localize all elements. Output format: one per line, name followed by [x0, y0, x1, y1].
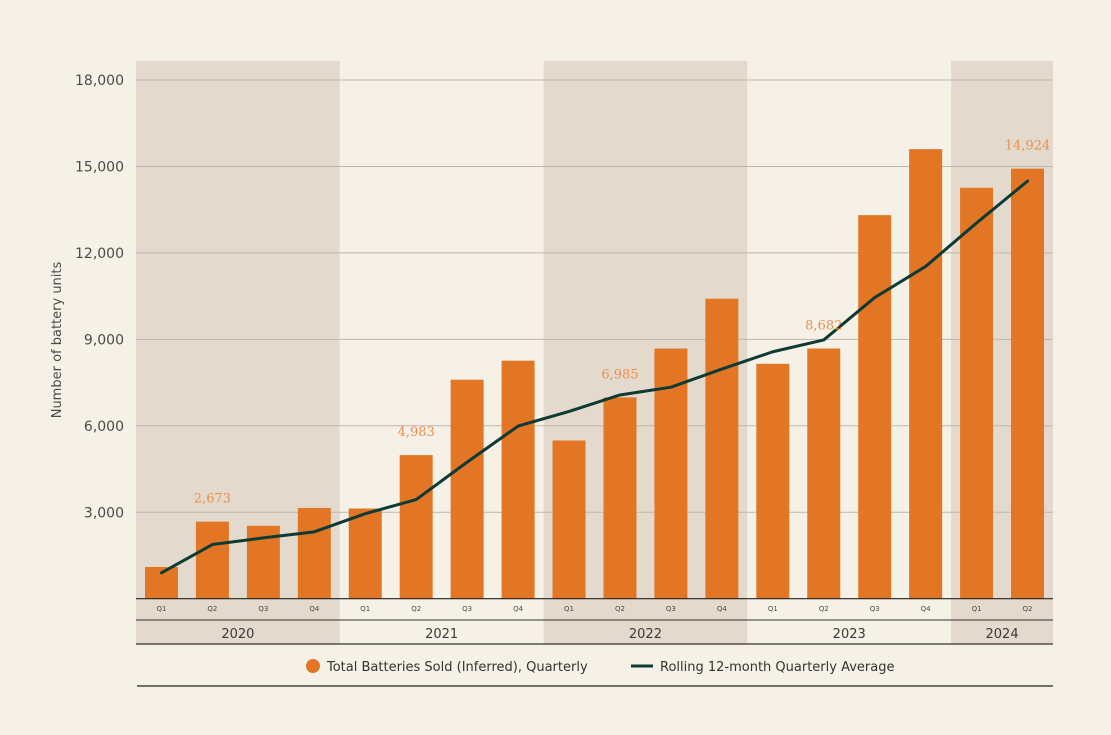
bar: [603, 397, 637, 599]
data-label: 8,682: [805, 319, 842, 334]
year-label: 2021: [425, 627, 458, 642]
x-tick-label: Q2: [207, 605, 217, 613]
y-tick-label: 3,000: [84, 505, 124, 521]
y-tick-label: 12,000: [75, 246, 124, 262]
line-series: [159, 179, 1030, 575]
x-tick-label: Q1: [564, 605, 574, 613]
y-tick-label: 6,000: [84, 419, 124, 435]
bar: [1011, 168, 1045, 599]
x-tick-label: Q4: [921, 605, 932, 613]
y-tick-label: 15,000: [75, 159, 124, 175]
data-label: 6,985: [601, 367, 638, 382]
year-label: 2023: [833, 627, 866, 642]
bar: [399, 455, 433, 599]
gridlines: [136, 79, 1053, 513]
x-tick-label: Q1: [360, 605, 370, 613]
bar: [450, 379, 484, 599]
bar: [909, 149, 943, 599]
x-tick-label: Q1: [156, 605, 166, 613]
year-label: 2022: [629, 627, 662, 642]
legend-bar-swatch-icon: [306, 659, 320, 673]
y-tick-label: 9,000: [84, 332, 124, 348]
bar: [705, 298, 739, 599]
legend-bar-label: Total Batteries Sold (Inferred), Quarter…: [326, 660, 588, 675]
year-label: 2020: [221, 627, 254, 642]
bar: [501, 360, 535, 599]
x-tick-label: Q4: [717, 605, 728, 613]
year-label: 2024: [986, 627, 1019, 642]
y-axis-label: Number of battery units: [50, 261, 65, 418]
x-tick-label: Q3: [666, 605, 676, 613]
bar: [756, 363, 790, 599]
x-tick-label: Q2: [819, 605, 829, 613]
data-labels: 2,673 4,983 6,985 8,682 14,924: [194, 139, 1050, 507]
x-axis: Q1 Q2 Q3 Q4 Q1 Q2 Q3 Q4 Q1 Q2 Q3 Q4 Q1 Q2 Q3 Q4 Q1 Q2 2020…: [136, 598, 1053, 645]
y-tick-label: 18,000: [75, 73, 124, 89]
legend-line-label: Rolling 12-month Quarterly Average: [660, 660, 894, 675]
bar: [195, 521, 229, 599]
x-tick-label: Q2: [411, 605, 421, 613]
x-tick-label: Q4: [309, 605, 320, 613]
bar: [858, 215, 892, 599]
data-label: 2,673: [194, 492, 231, 507]
bar: [348, 508, 382, 599]
data-label: 4,983: [398, 425, 435, 440]
x-tick-label: Q3: [462, 605, 472, 613]
bar: [807, 348, 841, 599]
y-axis-ticks: 3,000 6,000 9,000 12,000 15,000 18,000: [75, 73, 124, 521]
bar: [297, 507, 331, 599]
data-label: 14,924: [1005, 139, 1051, 154]
rolling-average-line: [159, 179, 1030, 575]
x-tick-label: Q2: [1023, 605, 1033, 613]
x-tick-label: Q3: [870, 605, 880, 613]
bar: [552, 440, 586, 599]
x-tick-label: Q1: [972, 605, 982, 613]
x-tick-label: Q4: [513, 605, 524, 613]
bar: [960, 187, 994, 599]
x-tick-label: Q1: [768, 605, 778, 613]
x-tick-label: Q2: [615, 605, 625, 613]
x-tick-label: Q3: [258, 605, 268, 613]
bar-series: [144, 149, 1045, 599]
legend: Total Batteries Sold (Inferred), Quarter…: [137, 659, 1053, 687]
